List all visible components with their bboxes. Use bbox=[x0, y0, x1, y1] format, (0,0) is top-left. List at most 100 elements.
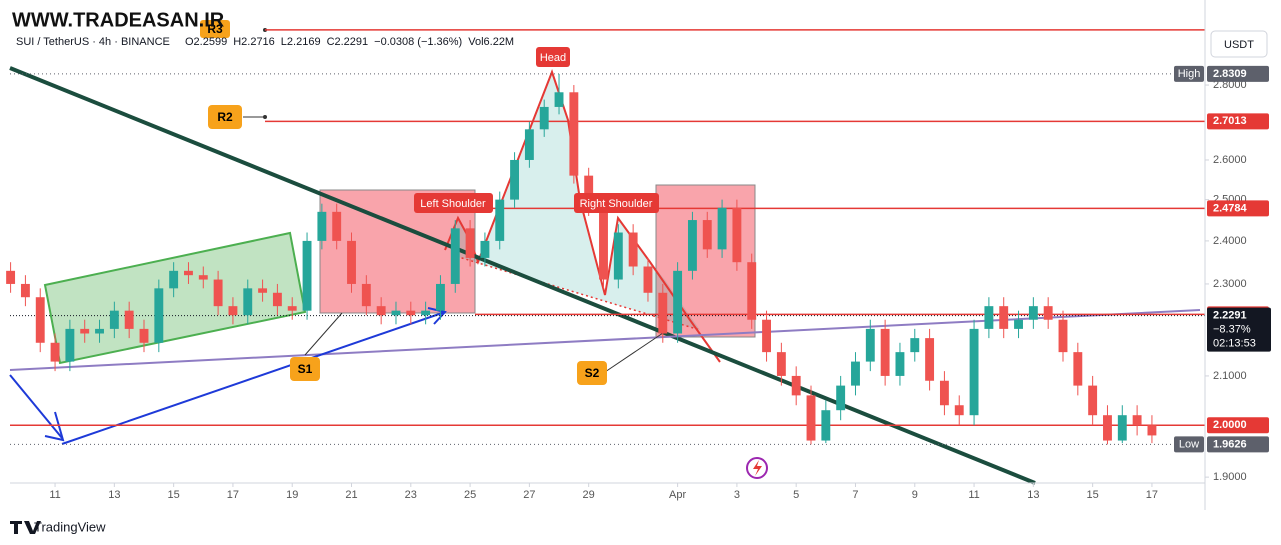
candle-body bbox=[925, 338, 935, 381]
candle-body bbox=[643, 266, 653, 293]
candle-body bbox=[747, 262, 757, 320]
price-tag-name: High bbox=[1178, 68, 1201, 80]
ohlc: O2.2599 H2.2716 L2.2169 C2.2291 −0.0308 (−1.… bbox=[185, 36, 514, 48]
candle-body bbox=[599, 207, 608, 280]
label-box bbox=[208, 105, 242, 129]
candle-body bbox=[450, 228, 460, 284]
candle-body bbox=[539, 106, 549, 130]
candle-body bbox=[465, 228, 475, 258]
candle-body bbox=[65, 328, 75, 362]
x-tick-label: 11 bbox=[49, 489, 60, 501]
candle-body bbox=[880, 328, 890, 376]
ohlc-value: H2.2716 bbox=[233, 36, 275, 48]
candle-body bbox=[302, 240, 312, 311]
candle-body bbox=[702, 220, 712, 250]
price-tag-name: Low bbox=[1179, 438, 1199, 450]
x-tick-label: 13 bbox=[1027, 489, 1039, 501]
pattern-label: Left Shoulder bbox=[420, 198, 486, 210]
candle-body bbox=[1058, 319, 1068, 353]
arrow bbox=[9, 374, 63, 439]
ohlc-value: −0.0308 (−1.36%) bbox=[374, 36, 462, 48]
trend-line bbox=[9, 66, 1036, 485]
x-tick-label: 21 bbox=[345, 489, 357, 501]
candle-body bbox=[154, 288, 164, 343]
last-change: −8.37% bbox=[1213, 324, 1251, 336]
candle-body bbox=[687, 220, 697, 271]
x-tick-label: 15 bbox=[168, 489, 180, 501]
candle-body bbox=[421, 310, 431, 316]
candle-body bbox=[184, 270, 193, 276]
candle-body bbox=[1088, 385, 1098, 416]
candle-body bbox=[376, 306, 386, 316]
y-tick-label: 2.4000 bbox=[1213, 235, 1247, 247]
price-tag-label: 2.7013 bbox=[1213, 115, 1247, 127]
x-tick-label: 5 bbox=[793, 489, 799, 501]
candle-body bbox=[287, 306, 297, 311]
candle-body bbox=[35, 297, 45, 343]
level-label: S2 bbox=[585, 366, 600, 380]
candle-body bbox=[80, 328, 90, 334]
ohlc-value: Vol6.22M bbox=[468, 36, 514, 48]
ohlc-value: O2.2599 bbox=[185, 36, 227, 48]
candle-body bbox=[776, 352, 786, 376]
x-tick-label: 3 bbox=[734, 489, 740, 501]
candle-body bbox=[213, 279, 223, 307]
candle-body bbox=[1014, 319, 1023, 329]
x-tick-label: 19 bbox=[286, 489, 298, 501]
symbol: SUI / TetherUS · 4h · BINANCE bbox=[16, 36, 170, 48]
x-tick-label: Apr bbox=[669, 489, 686, 501]
price-tag bbox=[1207, 436, 1269, 453]
price-tag-label: 2.4784 bbox=[1213, 202, 1248, 214]
countdown: 02:13:53 bbox=[1213, 338, 1256, 350]
y-tick-label: 2.1000 bbox=[1213, 370, 1247, 382]
y-tick-label: 1.9000 bbox=[1213, 471, 1247, 483]
candle-body bbox=[1028, 306, 1038, 320]
x-tick-label: 25 bbox=[464, 489, 476, 501]
price-tag-label: 1.9626 bbox=[1213, 438, 1247, 450]
labels: R3 R2 S1 S2 Head Left Shoulder Right Sho… bbox=[200, 20, 768, 479]
price-tag bbox=[1207, 65, 1269, 82]
candle-body bbox=[569, 92, 579, 176]
x-tick-label: 13 bbox=[108, 489, 120, 501]
ohlc-value: L2.2169 bbox=[281, 36, 321, 48]
brand: TradingView bbox=[34, 519, 106, 534]
candle-body bbox=[865, 328, 875, 362]
level-label: S1 bbox=[298, 362, 313, 376]
candle-body bbox=[791, 375, 801, 396]
candle-body bbox=[95, 328, 104, 334]
y-tick-label: 2.8000 bbox=[1213, 79, 1247, 91]
candle-body bbox=[999, 306, 1009, 329]
x-tick-label: 7 bbox=[852, 489, 858, 501]
pattern-label: Head bbox=[540, 52, 566, 64]
candle-body bbox=[272, 292, 282, 307]
arrow bbox=[61, 311, 446, 445]
candle-body bbox=[6, 270, 16, 284]
candle-body bbox=[939, 380, 949, 406]
candle-body bbox=[347, 240, 356, 284]
price-tag bbox=[1207, 417, 1269, 434]
anchor bbox=[263, 115, 267, 119]
candle-body bbox=[480, 240, 490, 258]
price-tag-name-box bbox=[1174, 65, 1204, 82]
price-tag-name-box bbox=[1174, 436, 1204, 453]
connector bbox=[604, 332, 664, 373]
candle-body bbox=[332, 211, 342, 241]
last-price: 2.2291 bbox=[1213, 310, 1247, 322]
candle-body bbox=[954, 405, 964, 416]
candle-body bbox=[361, 283, 371, 307]
currency-button[interactable] bbox=[1210, 30, 1268, 58]
x-tick-label: 27 bbox=[523, 489, 535, 501]
candle-body bbox=[910, 338, 920, 353]
candle-body bbox=[124, 310, 134, 329]
brand-logo bbox=[10, 521, 41, 534]
x-tick-label: 9 bbox=[912, 489, 918, 501]
label-box bbox=[414, 193, 493, 213]
label-box bbox=[577, 361, 607, 385]
x-tick-label: 17 bbox=[227, 489, 239, 501]
x-tick-label: 11 bbox=[968, 489, 979, 501]
candle-body bbox=[584, 175, 594, 208]
candle-body bbox=[436, 283, 445, 311]
candle-body bbox=[658, 292, 668, 334]
pattern-label: Right Shoulder bbox=[580, 198, 653, 210]
candle-body bbox=[109, 310, 119, 329]
